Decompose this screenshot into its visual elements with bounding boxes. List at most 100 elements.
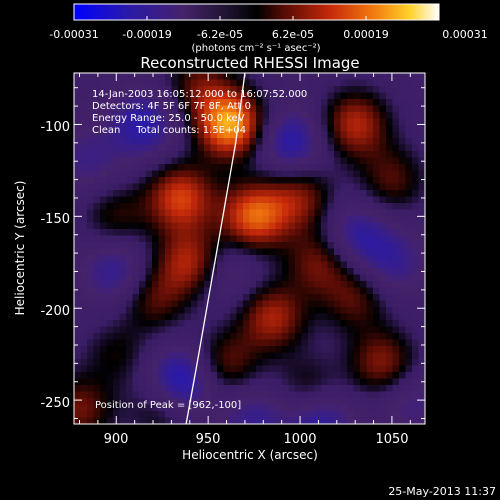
heatmap-cell (392, 287, 400, 295)
heatmap-cell (184, 105, 192, 113)
heatmap-cell (399, 92, 406, 100)
heatmap-cell (126, 229, 133, 236)
heatmap-cell (191, 170, 198, 178)
heatmap-cell (418, 339, 425, 347)
heatmap-cell (347, 131, 354, 139)
heatmap-cell (119, 118, 127, 126)
heatmap-cell (100, 183, 107, 191)
colorbar-tick-label: 0.00019 (343, 28, 389, 41)
heatmap-cell (74, 339, 81, 347)
heatmap-cell (184, 313, 192, 321)
heatmap-cell (171, 170, 179, 178)
heatmap-cell (230, 248, 237, 256)
heatmap-cell (87, 398, 94, 405)
heatmap-cell (275, 281, 283, 288)
heatmap-cell (74, 326, 81, 334)
heatmap-cell (145, 183, 153, 191)
heatmap-cell (191, 255, 198, 262)
heatmap-cell (340, 326, 348, 334)
heatmap-cell (308, 190, 315, 197)
heatmap-cell (126, 131, 133, 139)
heatmap-cell (327, 294, 335, 301)
heatmap-cell (197, 268, 205, 275)
heatmap-cell (379, 398, 387, 405)
heatmap-cell (204, 157, 211, 165)
heatmap-cell (373, 300, 380, 308)
heatmap-cell (236, 333, 244, 340)
heatmap-cell (399, 144, 406, 152)
heatmap-cell (152, 203, 159, 210)
heatmap-cell (204, 118, 211, 126)
heatmap-cell (106, 320, 114, 327)
heatmap-cell (145, 307, 153, 314)
heatmap-cell (262, 417, 270, 424)
heatmap-cell (353, 294, 361, 301)
heatmap-cell (119, 268, 127, 275)
heatmap-cell (165, 144, 172, 152)
heatmap-cell (275, 359, 283, 366)
heatmap-cell (418, 190, 425, 197)
heatmap-cell (392, 105, 400, 113)
heatmap-cell (399, 151, 406, 158)
heatmap-cell (282, 190, 289, 197)
heatmap-cell (223, 255, 231, 262)
heatmap-cell (191, 248, 198, 256)
heatmap-cell (145, 411, 153, 418)
heatmap-cell (321, 203, 328, 210)
heatmap-cell (405, 209, 413, 217)
heatmap-cell (256, 79, 263, 87)
heatmap-cell (399, 73, 406, 80)
heatmap-cell (230, 378, 237, 386)
heatmap-cell (308, 112, 315, 119)
heatmap-cell (80, 339, 88, 347)
heatmap-cell (262, 190, 270, 197)
heatmap-cell (366, 391, 374, 399)
heatmap-cell (373, 79, 380, 87)
heatmap-cell (301, 235, 309, 243)
heatmap-cell (191, 385, 198, 392)
heatmap-cell (366, 151, 374, 158)
heatmap-cell (249, 216, 257, 223)
heatmap-cell (126, 105, 133, 113)
heatmap-cell (334, 313, 341, 321)
heatmap-cell (106, 385, 114, 392)
heatmap-cell (360, 92, 367, 100)
heatmap-cell (191, 118, 198, 126)
heatmap-cell (158, 281, 166, 288)
heatmap-cell (178, 157, 185, 165)
heatmap-cell (353, 118, 361, 126)
heatmap-cell (340, 99, 348, 106)
heatmap-cell (80, 287, 88, 295)
heatmap-cell (249, 287, 257, 295)
heatmap-cell (353, 287, 361, 295)
heatmap-cell (113, 281, 120, 288)
heatmap-cell (373, 411, 380, 418)
heatmap-cell (165, 177, 172, 184)
heatmap-cell (366, 157, 374, 165)
heatmap-cell (178, 86, 185, 93)
heatmap-cell (392, 281, 400, 288)
heatmap-cell (386, 307, 393, 314)
heatmap-cell (145, 300, 153, 308)
heatmap-cell (236, 118, 244, 126)
heatmap-cell (106, 170, 114, 178)
heatmap-cell (321, 99, 328, 106)
heatmap-cell (392, 404, 400, 412)
heatmap-cell (93, 333, 101, 340)
heatmap-cell (405, 346, 413, 353)
heatmap-cell (158, 294, 166, 301)
heatmap-cell (373, 248, 380, 256)
heatmap-cell (178, 333, 185, 340)
heatmap-cell (126, 164, 133, 171)
heatmap-cell (217, 274, 224, 282)
heatmap-cell (87, 99, 94, 106)
heatmap-cell (126, 242, 133, 249)
heatmap-cell (197, 196, 205, 204)
heatmap-cell (158, 242, 166, 249)
heatmap-cell (139, 203, 146, 210)
heatmap-cell (301, 151, 309, 158)
heatmap-cell (321, 138, 328, 145)
heatmap-cell (197, 294, 205, 301)
heatmap-cell (74, 229, 81, 236)
heatmap-cell (321, 281, 328, 288)
